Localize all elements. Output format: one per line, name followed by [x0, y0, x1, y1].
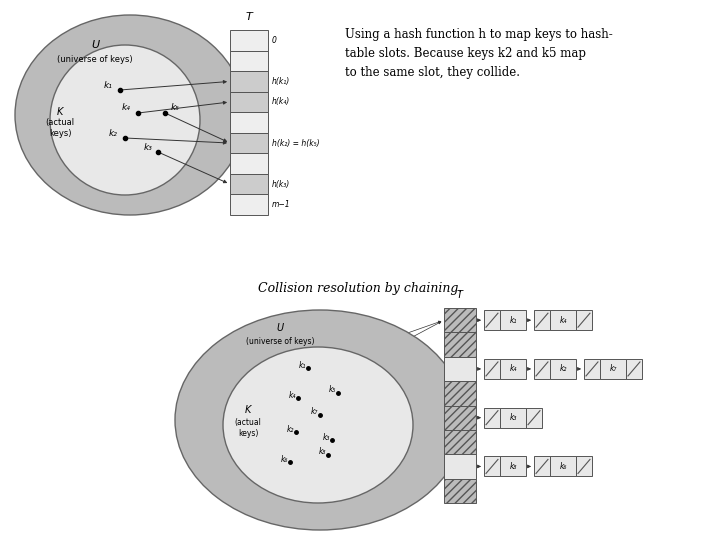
Text: Collision resolution by chaining.: Collision resolution by chaining. [258, 282, 462, 295]
Text: k₅: k₅ [171, 104, 179, 112]
Ellipse shape [175, 310, 465, 530]
Text: T: T [246, 12, 253, 22]
Text: T: T [457, 290, 463, 300]
Ellipse shape [15, 15, 245, 215]
Bar [534, 310, 550, 330]
Text: k₃: k₃ [323, 433, 330, 442]
Bar [230, 71, 268, 92]
Bar [484, 310, 500, 330]
Text: k₄: k₄ [559, 316, 567, 325]
Text: K: K [245, 405, 251, 415]
Text: k₁: k₁ [104, 80, 112, 90]
Text: k₂: k₂ [287, 424, 294, 434]
Bar [230, 112, 268, 133]
Bar [230, 153, 268, 174]
Bar [444, 478, 476, 503]
Bar [444, 406, 476, 430]
Bar [534, 456, 550, 476]
Bar [550, 359, 576, 379]
Text: (universe of keys): (universe of keys) [246, 338, 314, 347]
Text: k₇: k₇ [310, 408, 318, 416]
Text: k₁: k₁ [298, 361, 306, 369]
Text: Using a hash function h to map keys to hash-
table slots. Because keys k2 and k5: Using a hash function h to map keys to h… [345, 28, 613, 79]
Bar [230, 51, 268, 71]
Text: h(k₃): h(k₃) [272, 180, 290, 188]
Text: (actual
keys): (actual keys) [235, 418, 261, 438]
Bar [444, 454, 476, 478]
Text: k₄: k₄ [122, 104, 130, 112]
Bar [500, 310, 526, 330]
Bar [230, 92, 268, 112]
Bar [484, 408, 500, 428]
Bar [526, 408, 542, 428]
Bar [444, 357, 476, 381]
Bar [444, 308, 476, 333]
Bar [626, 359, 642, 379]
Text: k₆: k₆ [280, 455, 288, 463]
Text: m−1: m−1 [272, 200, 291, 209]
Text: (actual
keys): (actual keys) [45, 118, 75, 138]
Text: k₆: k₆ [559, 462, 567, 471]
Bar [230, 30, 268, 51]
Bar [230, 133, 268, 153]
Text: h(k₁): h(k₁) [272, 77, 290, 86]
Bar [230, 194, 268, 215]
Text: k₅: k₅ [328, 386, 336, 395]
Bar [444, 430, 476, 454]
Bar [576, 456, 592, 476]
Text: U: U [91, 40, 99, 50]
Ellipse shape [50, 45, 200, 195]
Bar [550, 456, 576, 476]
Bar [484, 456, 500, 476]
Bar [500, 408, 526, 428]
Text: h(k₂) = h(k₅): h(k₂) = h(k₅) [272, 139, 320, 147]
Text: k₂: k₂ [559, 364, 567, 374]
Text: k₂: k₂ [109, 129, 117, 138]
Text: k₈: k₈ [318, 448, 325, 456]
Bar [500, 456, 526, 476]
Bar [444, 381, 476, 406]
Bar [484, 359, 500, 379]
Text: (universe of keys): (universe of keys) [57, 56, 132, 64]
Text: 0: 0 [272, 36, 277, 45]
Text: U: U [276, 323, 284, 333]
Bar [600, 359, 626, 379]
Bar [230, 174, 268, 194]
Bar [576, 310, 592, 330]
Text: h(k₄): h(k₄) [272, 97, 290, 106]
Text: k₄: k₄ [509, 364, 517, 374]
Bar [550, 310, 576, 330]
Text: k₇: k₇ [609, 364, 616, 374]
Bar [534, 359, 550, 379]
Text: k₄: k₄ [288, 390, 296, 400]
Bar [584, 359, 600, 379]
Bar [444, 333, 476, 357]
Text: k₃: k₃ [509, 413, 517, 422]
Text: K: K [57, 107, 63, 117]
Text: k₃: k₃ [143, 143, 153, 152]
Bar [500, 359, 526, 379]
Text: k₈: k₈ [509, 462, 517, 471]
Ellipse shape [223, 347, 413, 503]
Text: k₁: k₁ [509, 316, 517, 325]
